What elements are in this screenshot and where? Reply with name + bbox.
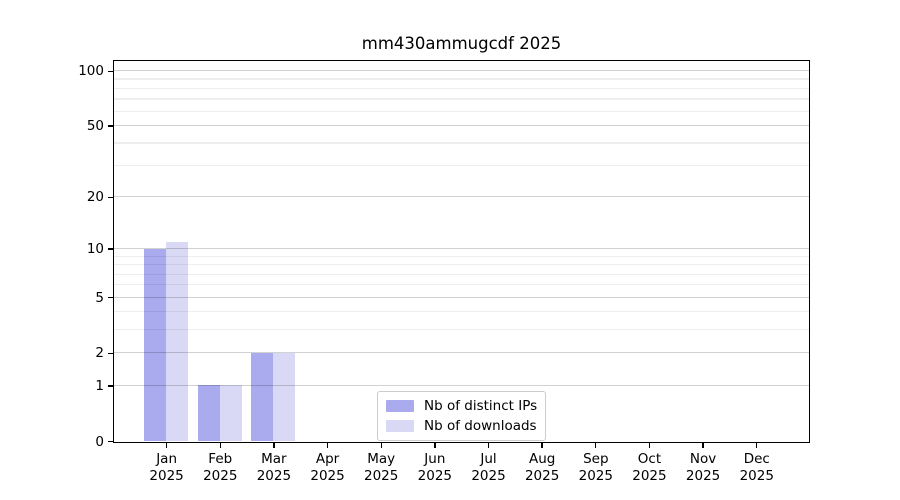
x-tick bbox=[702, 443, 704, 448]
legend-item: Nb of distinct IPs bbox=[386, 396, 537, 416]
y-tick bbox=[107, 440, 113, 443]
bar-downloads-mar bbox=[273, 352, 296, 441]
y-tick bbox=[107, 385, 113, 387]
y-tick bbox=[107, 70, 113, 72]
x-tick-label: Mar 2025 bbox=[256, 451, 292, 484]
y-tick-label: 1 bbox=[95, 377, 104, 394]
chart-title: mm430ammugcdf 2025 bbox=[361, 34, 562, 53]
x-tick bbox=[595, 443, 597, 448]
x-tick bbox=[756, 443, 758, 448]
gridline bbox=[114, 296, 809, 298]
legend-label: Nb of downloads bbox=[424, 418, 537, 434]
x-tick bbox=[273, 443, 275, 448]
x-tick-label: Oct 2025 bbox=[632, 451, 667, 484]
gridline bbox=[114, 352, 809, 354]
gridline-minor bbox=[114, 142, 809, 144]
gridline-minor bbox=[114, 78, 809, 80]
gridline-minor bbox=[114, 255, 809, 257]
x-tick-label: Feb 2025 bbox=[203, 451, 238, 484]
legend-label: Nb of distinct IPs bbox=[424, 398, 538, 414]
y-tick-label: 5 bbox=[95, 289, 104, 306]
legend-swatch bbox=[386, 400, 414, 412]
x-tick-label: Dec 2025 bbox=[739, 451, 774, 484]
y-tick bbox=[107, 248, 113, 250]
gridline-minor bbox=[114, 264, 809, 266]
legend-item: Nb of downloads bbox=[386, 416, 537, 436]
y-tick-label: 0 bbox=[95, 433, 104, 450]
gridline-minor bbox=[114, 273, 809, 275]
x-tick bbox=[380, 443, 382, 448]
gridline-minor bbox=[114, 87, 809, 89]
gridline-minor bbox=[114, 110, 809, 112]
y-tick-label: 2 bbox=[95, 345, 104, 362]
y-tick-label: 20 bbox=[86, 189, 104, 206]
x-tick bbox=[541, 443, 543, 448]
x-tick-label: Apr 2025 bbox=[310, 451, 345, 484]
gridline bbox=[114, 384, 809, 386]
y-tick bbox=[107, 352, 113, 355]
x-tick bbox=[487, 443, 490, 448]
gridline bbox=[114, 70, 809, 72]
y-tick-label: 10 bbox=[86, 241, 104, 258]
x-tick-label: Jul 2025 bbox=[471, 451, 506, 484]
y-tick-label: 50 bbox=[86, 118, 104, 135]
plot-area: Nb of distinct IPs Nb of downloads bbox=[113, 60, 810, 443]
gridline-minor bbox=[114, 311, 809, 313]
x-tick-label: May 2025 bbox=[364, 451, 399, 484]
bar-ips-mar bbox=[251, 352, 274, 441]
gridline bbox=[114, 196, 809, 198]
gridline bbox=[114, 248, 809, 250]
y-tick bbox=[107, 125, 113, 127]
x-tick bbox=[219, 443, 221, 448]
plot-canvas: Nb of distinct IPs Nb of downloads bbox=[114, 61, 809, 442]
legend-swatch bbox=[386, 420, 414, 432]
bar-downloads-jan bbox=[166, 241, 189, 441]
gridline-minor bbox=[114, 164, 809, 167]
y-tick bbox=[107, 196, 113, 198]
gridline-minor bbox=[114, 329, 809, 331]
x-tick bbox=[326, 443, 329, 448]
gridline bbox=[114, 124, 809, 127]
x-tick-label: Sep 2025 bbox=[578, 451, 613, 484]
x-tick-label: Nov 2025 bbox=[685, 451, 721, 484]
x-tick bbox=[434, 443, 436, 448]
bar-ips-jan bbox=[144, 248, 167, 441]
legend: Nb of distinct IPs Nb of downloads bbox=[377, 391, 547, 441]
y-tick-label: 100 bbox=[78, 63, 104, 80]
bar-ips-feb bbox=[197, 385, 220, 441]
x-tick-label: Jan 2025 bbox=[149, 451, 184, 484]
gridline-minor bbox=[114, 98, 809, 100]
bar-downloads-feb bbox=[219, 385, 242, 441]
x-tick bbox=[165, 443, 168, 448]
gridline-minor bbox=[114, 284, 809, 286]
x-tick bbox=[648, 443, 651, 448]
x-tick-label: Aug 2025 bbox=[524, 451, 560, 484]
y-tick bbox=[107, 297, 113, 299]
x-tick-label: Jun 2025 bbox=[417, 451, 453, 484]
